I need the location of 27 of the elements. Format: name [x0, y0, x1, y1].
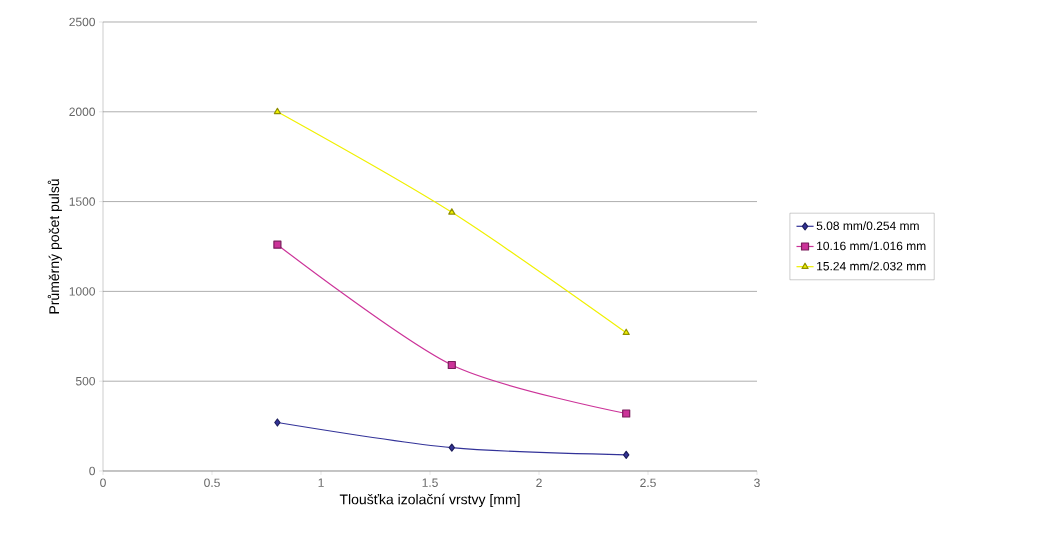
point: [622, 450, 630, 459]
y-tick-label: 1000: [69, 287, 96, 296]
x-tick-label: 2.5: [640, 478, 656, 488]
point: [622, 328, 630, 336]
point: [448, 443, 456, 452]
point: [447, 360, 456, 370]
y-tick-label: 1500: [69, 197, 96, 206]
x-tick-label: 3: [754, 478, 760, 488]
y-axis-title: Průměrný počet pulsů: [47, 179, 62, 314]
y-tick-label: 500: [75, 376, 96, 386]
point: [622, 409, 631, 418]
point: [273, 107, 282, 115]
x-tick-label: 1: [318, 478, 324, 487]
x-tick-label: 2: [536, 478, 542, 487]
point: [273, 240, 282, 249]
y-tick-label: 2500: [69, 17, 96, 27]
x-axis-title: Tloušťka izolační vrstvy [mm]: [339, 493, 520, 508]
legend-label: 10.16 mm/1.016 mm: [817, 241, 926, 251]
legend-label: 5.08 mm/0.254 mm: [816, 221, 919, 230]
y-tick-label: 0: [89, 466, 96, 476]
x-tick-label: 0.5: [204, 478, 220, 488]
x-tick-label: 1.5: [422, 478, 438, 487]
y-tick-label: 2000: [69, 107, 96, 117]
legend-label: 15.24 mm/2.032 mm: [817, 261, 926, 271]
x-tick-label: 0: [100, 478, 106, 488]
point: [448, 208, 456, 215]
point: [274, 418, 281, 427]
